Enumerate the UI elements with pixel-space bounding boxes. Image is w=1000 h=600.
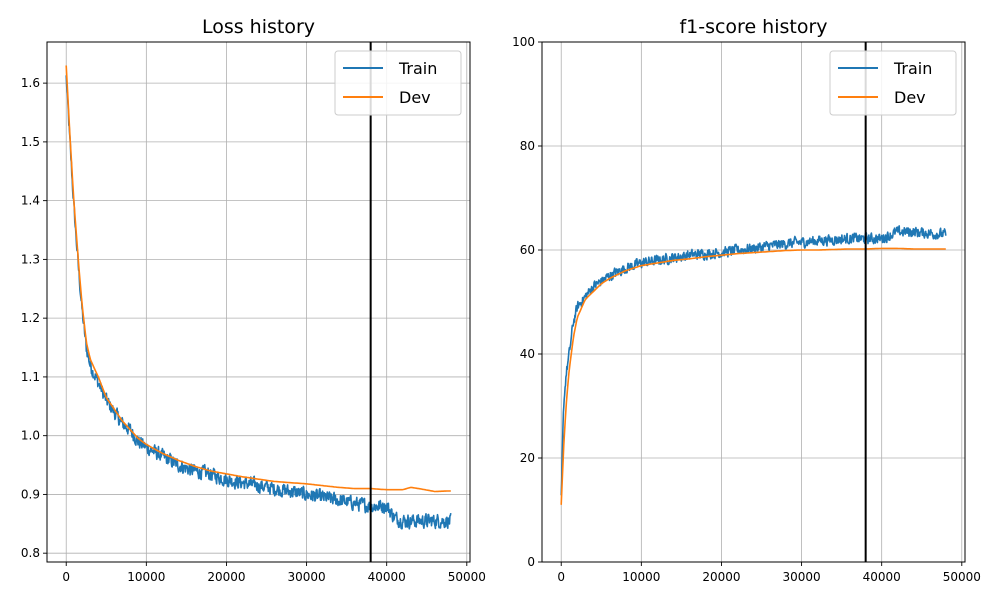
- x-tick-label: 10000: [622, 570, 660, 584]
- legend: Train Dev: [829, 50, 957, 116]
- y-tick-label: 40: [520, 347, 535, 361]
- y-tick-label: 1.1: [21, 370, 40, 384]
- axes-frame: [541, 41, 966, 563]
- y-tick-label: 1.2: [21, 311, 40, 325]
- series-line-dev: [560, 247, 946, 505]
- y-tick-label: 80: [520, 139, 535, 153]
- x-tick-label: 20000: [207, 570, 245, 584]
- y-tick-label: 1.6: [21, 76, 40, 90]
- chart-title: Loss history: [202, 16, 315, 38]
- legend-label-train: Train: [893, 59, 932, 78]
- y-tick-label: 1.0: [21, 429, 40, 443]
- x-tick-label: 50000: [448, 570, 486, 584]
- x-tick-label: 50000: [943, 570, 981, 584]
- legend-box: [334, 50, 462, 116]
- x-tick-label: 40000: [863, 570, 901, 584]
- chart-panel-2: 0 10000 20000 30000 40000 50000 0 20 40 60 80 100 f1…: [512, 16, 981, 584]
- y-tick-label: 0.9: [21, 487, 40, 501]
- y-tick-label: 1.5: [21, 135, 40, 149]
- series-line-train: [560, 225, 947, 496]
- axes-frame: [46, 41, 471, 563]
- y-tick-label: 1.4: [21, 194, 40, 208]
- y-tick-label: 60: [520, 243, 535, 257]
- plot-area: [560, 42, 947, 562]
- legend-label-train: Train: [398, 59, 437, 78]
- x-tick-label: 30000: [782, 570, 820, 584]
- plot-area: [65, 42, 452, 562]
- x-tick-label: 20000: [702, 570, 740, 584]
- x-tick-label: 30000: [287, 570, 325, 584]
- chart-title: f1-score history: [679, 16, 827, 38]
- y-tick-label: 100: [512, 35, 535, 49]
- y-tick-label: 20: [520, 451, 535, 465]
- legend: Train Dev: [334, 50, 462, 116]
- legend-box: [829, 50, 957, 116]
- x-tick-label: 0: [62, 570, 70, 584]
- y-tick-label: 0: [527, 555, 535, 569]
- y-tick-label: 0.8: [21, 546, 40, 560]
- x-tick-label: 0: [557, 570, 565, 584]
- x-tick-label: 10000: [127, 570, 165, 584]
- series-line-dev: [65, 65, 451, 493]
- chart-panel-1: 0 10000 20000 30000 40000 50000 0.8 0.9 1.0 1.1 1.…: [21, 16, 486, 584]
- x-tick-label: 40000: [368, 570, 406, 584]
- series-line-train: [65, 75, 452, 530]
- y-tick-label: 1.3: [21, 252, 40, 266]
- legend-label-dev: Dev: [399, 88, 431, 107]
- legend-label-dev: Dev: [894, 88, 926, 107]
